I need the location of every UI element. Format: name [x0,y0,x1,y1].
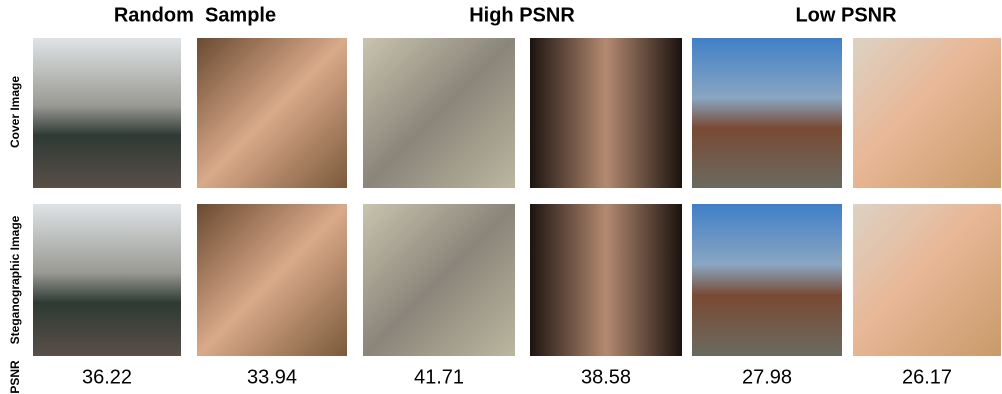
image [692,204,842,356]
image-grid [33,38,1001,356]
row-label: Steganographic Image [8,215,22,344]
image [33,204,181,356]
image [363,38,515,188]
row-label: PSNR [8,360,22,394]
psnr-value: 33.94 [247,366,297,388]
image [530,204,682,356]
figure: Random Sample High PSNR Low PSNR Cover I… [0,0,1002,394]
psnr-value: 41.71 [414,366,464,388]
group-header: High PSNR [469,4,575,26]
psnr-value: 26.17 [902,366,952,388]
group-header: Low PSNR [795,4,897,26]
psnr-value: 38.58 [581,366,631,388]
image [692,38,842,188]
group-header: Random Sample [114,4,276,26]
image [853,204,1001,356]
psnr-value: 36.22 [82,366,132,388]
image [363,204,515,356]
image [853,38,1001,188]
psnr-values: 36.22 33.94 41.71 38.58 27.98 26.17 [82,366,952,388]
image [197,38,347,188]
image [530,38,682,188]
psnr-value: 27.98 [742,366,792,388]
row-label: Cover Image [8,76,22,148]
image [197,204,347,356]
image [33,38,181,188]
